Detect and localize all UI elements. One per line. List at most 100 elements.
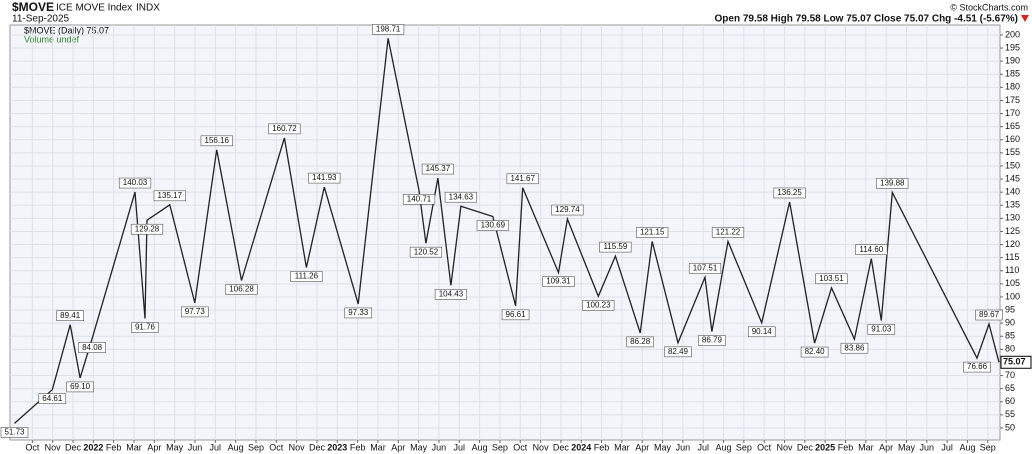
value-label: 89.67 xyxy=(979,310,1000,319)
value-label: 106.28 xyxy=(229,285,254,294)
value-label-box xyxy=(773,187,806,199)
value-label-box xyxy=(308,172,341,184)
x-tick-label: Mar xyxy=(126,442,142,452)
x-tick-label: Mar xyxy=(858,442,874,452)
last-value-label: 75.07 xyxy=(1003,357,1026,367)
x-tick-label: Dec xyxy=(309,442,326,452)
value-label-box xyxy=(747,326,776,338)
x-tick-label: Mar xyxy=(370,442,386,452)
x-tick-label: Nov xyxy=(533,442,550,452)
value-label: 76.66 xyxy=(967,362,988,371)
value-label: 129.74 xyxy=(555,205,580,214)
value-label: 69.10 xyxy=(70,382,91,391)
value-label-box xyxy=(372,24,405,35)
value-label-box xyxy=(542,276,575,287)
value-label: 97.33 xyxy=(348,308,369,317)
x-tick-label: Oct xyxy=(513,442,528,452)
value-label: 109.31 xyxy=(546,277,571,286)
x-tick-label: May xyxy=(654,442,672,452)
value-label: 121.15 xyxy=(640,228,665,237)
down-arrow xyxy=(1021,15,1029,22)
value-label: 135.17 xyxy=(158,191,183,200)
value-label: 82.49 xyxy=(668,347,689,356)
x-tick-label: 2023 xyxy=(327,442,347,452)
value-label-box xyxy=(800,346,829,358)
y-tick-label: 170 xyxy=(1005,108,1020,118)
y-tick-label: 105 xyxy=(1005,278,1020,288)
value-label-box xyxy=(867,324,896,335)
y-tick-label: 160 xyxy=(1005,134,1020,144)
x-tick-label: Apr xyxy=(391,442,405,452)
value-label-box xyxy=(698,335,726,346)
value-label: 156.16 xyxy=(205,136,230,145)
value-label: 90.14 xyxy=(752,327,773,336)
x-tick-label: May xyxy=(166,442,184,452)
value-label: 96.61 xyxy=(506,310,527,319)
index-name: ICE MOVE Index xyxy=(56,3,132,14)
value-label: 141.67 xyxy=(510,174,535,183)
quote: Open 79.58 High 79.58 Low 75.07 Close 75… xyxy=(715,14,1018,25)
y-tick-label: 145 xyxy=(1005,173,1020,183)
y-tick-label: 50 xyxy=(1005,422,1015,432)
x-tick-label: 2024 xyxy=(571,442,591,452)
exchange: INDX xyxy=(136,3,160,14)
symbol: $MOVE xyxy=(12,0,54,14)
y-tick-label: 65 xyxy=(1005,383,1015,393)
volume-label: Volume undef xyxy=(24,34,80,44)
value-label-box xyxy=(711,227,745,238)
x-tick-label: Nov xyxy=(289,442,306,452)
x-tick-label: May xyxy=(410,442,428,452)
y-tick-label: 115 xyxy=(1005,252,1019,262)
x-tick-label: Oct xyxy=(757,442,772,452)
value-label-box xyxy=(78,342,106,353)
x-tick-label: Oct xyxy=(269,442,284,452)
value-label: 82.40 xyxy=(805,347,826,356)
x-tick-label: Mar xyxy=(614,442,630,452)
value-label: 129.28 xyxy=(135,224,160,233)
x-tick-label: Apr xyxy=(635,442,649,452)
y-tick-label: 110 xyxy=(1005,265,1019,275)
value-label-box xyxy=(876,178,909,189)
value-label-box xyxy=(402,193,436,205)
x-tick-label: 2022 xyxy=(83,442,103,452)
y-tick-label: 185 xyxy=(1005,69,1020,79)
value-label-box xyxy=(200,135,233,147)
value-label: 104.43 xyxy=(439,289,464,298)
x-tick-label: Feb xyxy=(838,442,854,452)
value-label: 97.73 xyxy=(185,307,206,316)
value-label-box xyxy=(409,246,443,258)
value-label-box xyxy=(66,381,94,393)
value-label-box xyxy=(421,163,455,175)
x-tick-label: Sep xyxy=(492,442,508,452)
plot-layer xyxy=(10,25,1000,440)
x-tick-label: 2025 xyxy=(815,442,835,452)
value-label: 140.03 xyxy=(123,178,148,187)
x-tick-label: Apr xyxy=(147,442,161,452)
y-tick-label: 175 xyxy=(1005,95,1020,105)
x-tick-label: Jul xyxy=(697,442,709,452)
x-tick-label: Sep xyxy=(248,442,264,452)
value-label-box xyxy=(501,309,530,321)
value-label-box xyxy=(153,190,186,202)
value-label: 160.72 xyxy=(272,124,297,133)
value-label-box xyxy=(840,342,869,354)
value-label-box xyxy=(506,173,539,185)
value-label: 115.59 xyxy=(603,242,627,251)
y-tick-label: 55 xyxy=(1005,409,1015,419)
y-tick-label: 70 xyxy=(1005,370,1015,380)
y-tick-label: 60 xyxy=(1005,396,1015,406)
value-label-box xyxy=(855,244,888,255)
x-tick-label: Aug xyxy=(716,442,732,452)
y-tick-label: 165 xyxy=(1005,121,1020,131)
value-label: 130.69 xyxy=(481,221,506,230)
y-tick-label: 180 xyxy=(1005,82,1020,92)
value-label-box xyxy=(290,271,323,282)
x-tick-label: Feb xyxy=(350,442,366,452)
x-tick-label: Nov xyxy=(45,442,62,452)
value-label: 111.26 xyxy=(295,272,319,281)
y-tick-label: 100 xyxy=(1005,291,1020,301)
y-tick-label: 190 xyxy=(1005,56,1020,66)
value-label-box xyxy=(626,336,654,348)
value-label-box xyxy=(38,393,67,404)
